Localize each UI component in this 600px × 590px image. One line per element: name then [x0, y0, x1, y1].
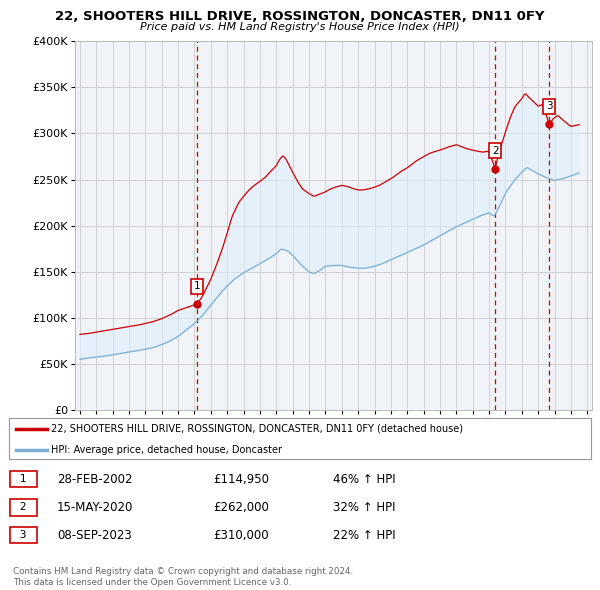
Text: £114,950: £114,950: [213, 473, 269, 486]
Text: This data is licensed under the Open Government Licence v3.0.: This data is licensed under the Open Gov…: [13, 578, 292, 587]
Text: 28-FEB-2002: 28-FEB-2002: [57, 473, 133, 486]
Text: 22% ↑ HPI: 22% ↑ HPI: [333, 529, 395, 542]
Text: 1: 1: [13, 474, 34, 484]
Text: 3: 3: [13, 530, 34, 540]
Text: 32% ↑ HPI: 32% ↑ HPI: [333, 501, 395, 514]
Text: 2: 2: [13, 503, 34, 512]
Text: 46% ↑ HPI: 46% ↑ HPI: [333, 473, 395, 486]
Text: Price paid vs. HM Land Registry's House Price Index (HPI): Price paid vs. HM Land Registry's House …: [140, 22, 460, 32]
Text: 2: 2: [492, 146, 499, 156]
Text: £310,000: £310,000: [213, 529, 269, 542]
Text: HPI: Average price, detached house, Doncaster: HPI: Average price, detached house, Donc…: [51, 445, 282, 455]
Text: 15-MAY-2020: 15-MAY-2020: [57, 501, 133, 514]
Text: 22, SHOOTERS HILL DRIVE, ROSSINGTON, DONCASTER, DN11 0FY (detached house): 22, SHOOTERS HILL DRIVE, ROSSINGTON, DON…: [51, 424, 463, 434]
Text: 3: 3: [546, 101, 553, 112]
Text: 22, SHOOTERS HILL DRIVE, ROSSINGTON, DONCASTER, DN11 0FY: 22, SHOOTERS HILL DRIVE, ROSSINGTON, DON…: [55, 10, 545, 23]
Text: Contains HM Land Registry data © Crown copyright and database right 2024.: Contains HM Land Registry data © Crown c…: [13, 566, 353, 576]
Text: £262,000: £262,000: [213, 501, 269, 514]
Text: 1: 1: [194, 281, 200, 291]
Text: 08-SEP-2023: 08-SEP-2023: [57, 529, 132, 542]
